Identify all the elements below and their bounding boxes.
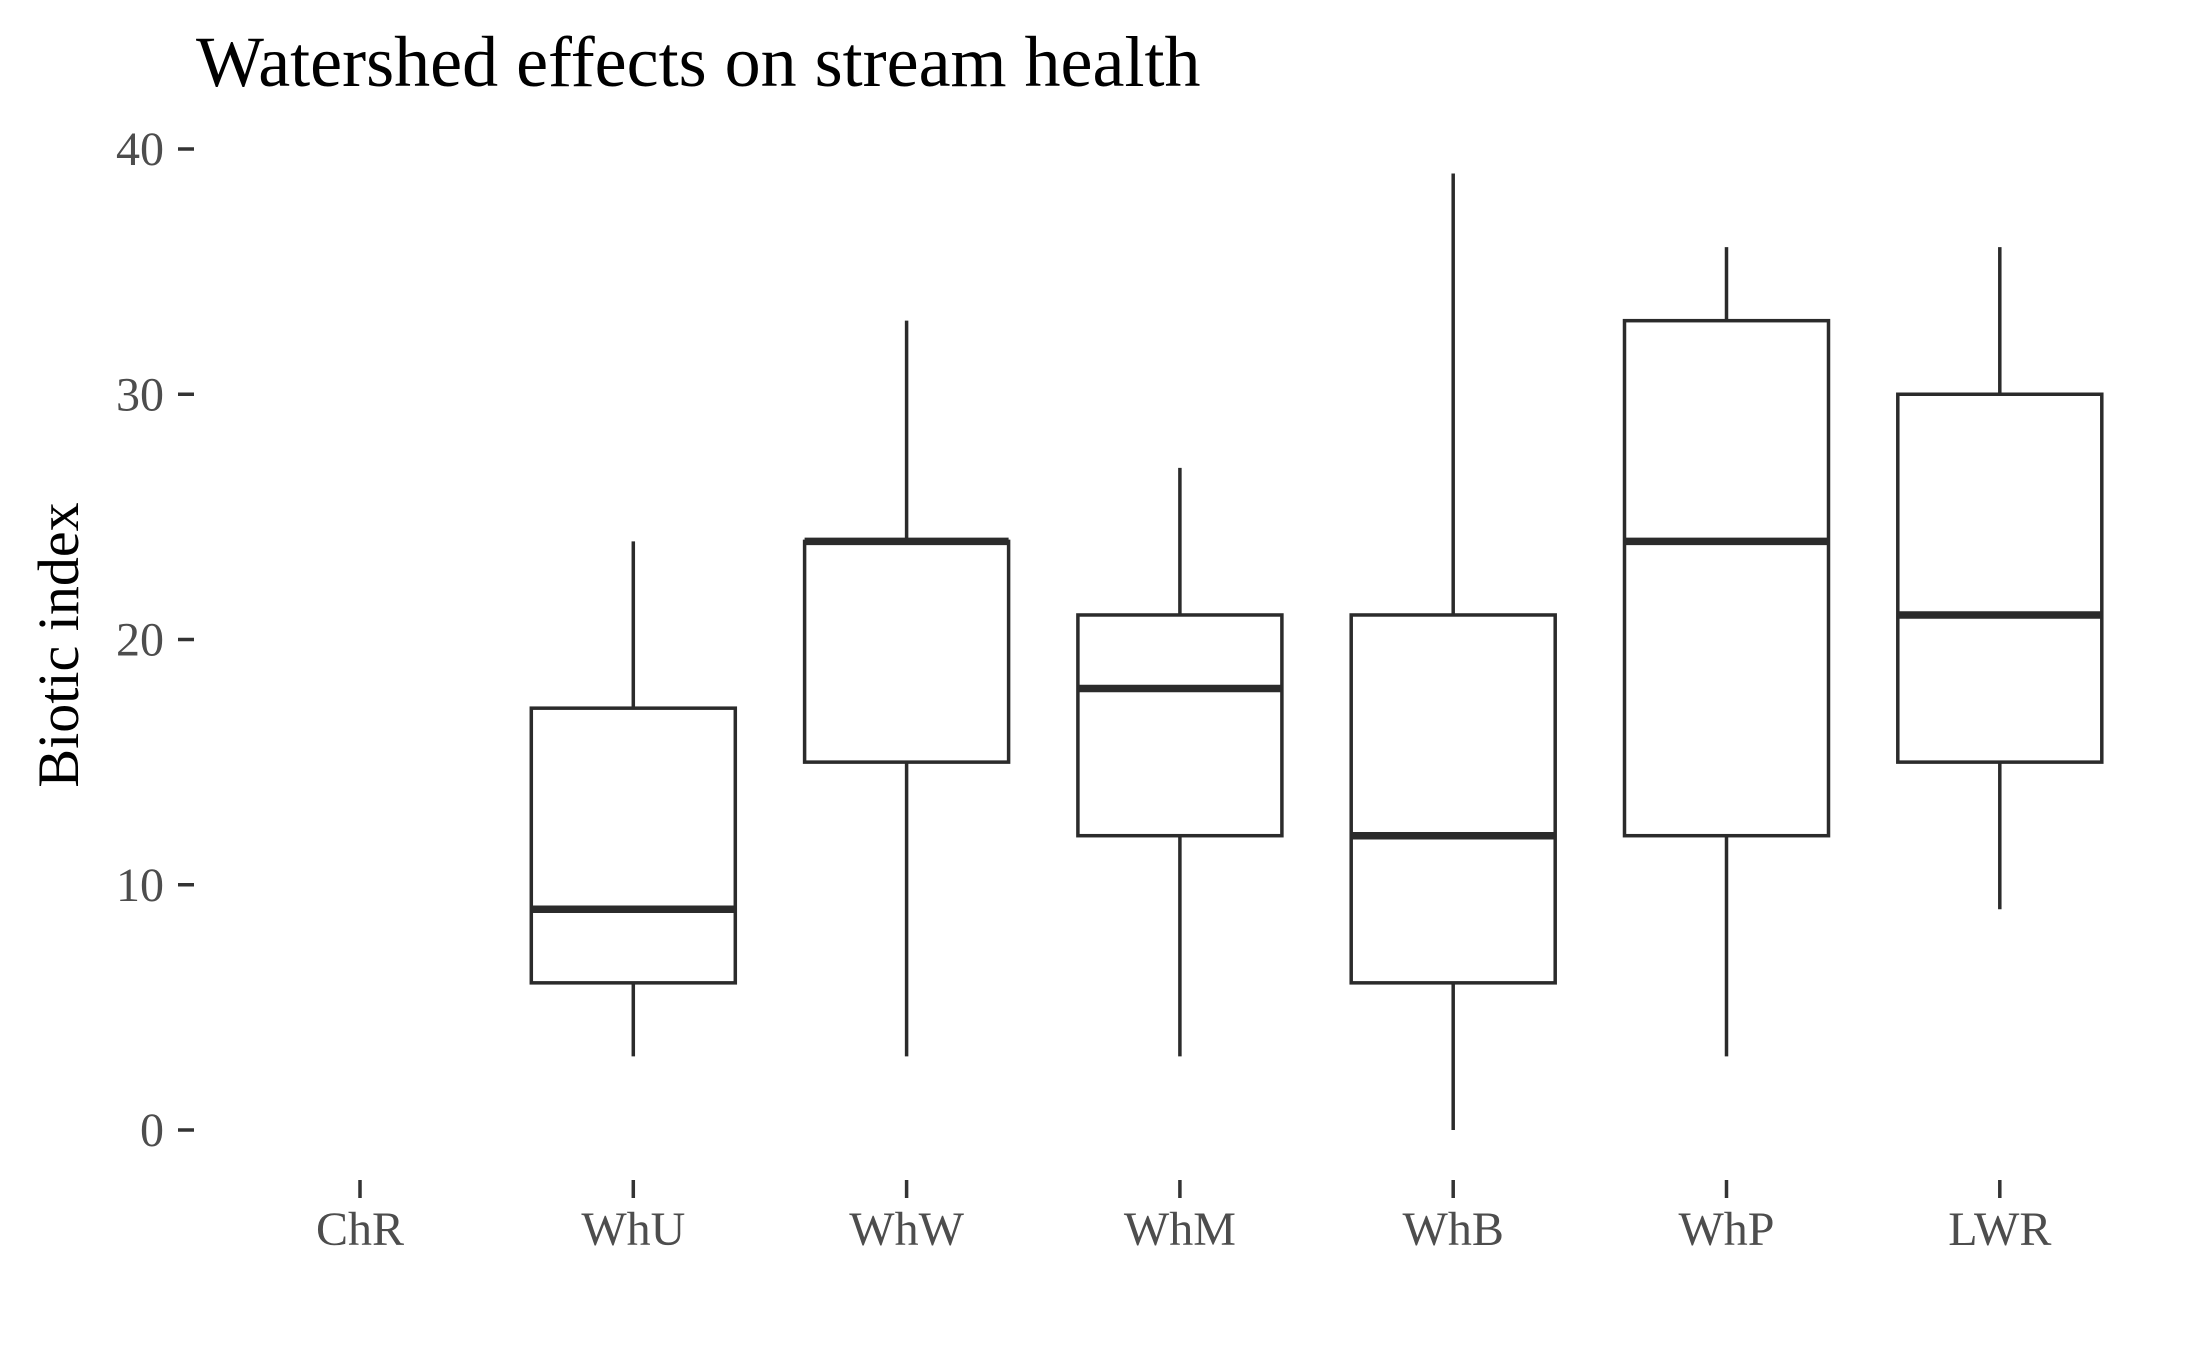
box-body xyxy=(529,706,738,985)
box-body xyxy=(1896,392,2104,764)
x-tick-label-whm: WhM xyxy=(1124,1203,1236,1256)
box-whw xyxy=(802,320,1011,1057)
x-tick-label-chr: ChR xyxy=(316,1203,404,1256)
box-whm xyxy=(1076,467,1284,1057)
box-body xyxy=(1622,318,1831,838)
y-tick-label: 0 xyxy=(140,1104,164,1157)
y-tick-label: 30 xyxy=(116,368,164,421)
box-body xyxy=(1349,613,1557,985)
box-whp xyxy=(1622,247,1831,1057)
y-tick-label: 40 xyxy=(116,123,164,176)
box-whu xyxy=(529,541,738,1057)
plot-area xyxy=(529,173,2104,1130)
x-axis: ChR WhU WhW WhM WhB WhP LWR xyxy=(316,1180,2051,1256)
y-axis: 0 10 20 30 40 xyxy=(116,123,194,1157)
x-tick-label-whu: WhU xyxy=(581,1203,685,1256)
x-tick-label-lwr: LWR xyxy=(1948,1203,2051,1256)
y-axis-label: Biotic index xyxy=(26,502,91,787)
box-lwr xyxy=(1896,247,2104,910)
x-tick-label-whb: WhB xyxy=(1403,1203,1504,1256)
y-tick-label: 20 xyxy=(116,614,164,667)
x-tick-label-whw: WhW xyxy=(849,1203,964,1256)
box-whb xyxy=(1349,173,1557,1130)
box-body xyxy=(802,539,1011,764)
chart-title: Watershed effects on stream health xyxy=(196,22,1200,102)
y-tick-label: 10 xyxy=(116,859,164,912)
x-tick-label-whp: WhP xyxy=(1679,1203,1775,1256)
box-body xyxy=(1076,613,1284,838)
